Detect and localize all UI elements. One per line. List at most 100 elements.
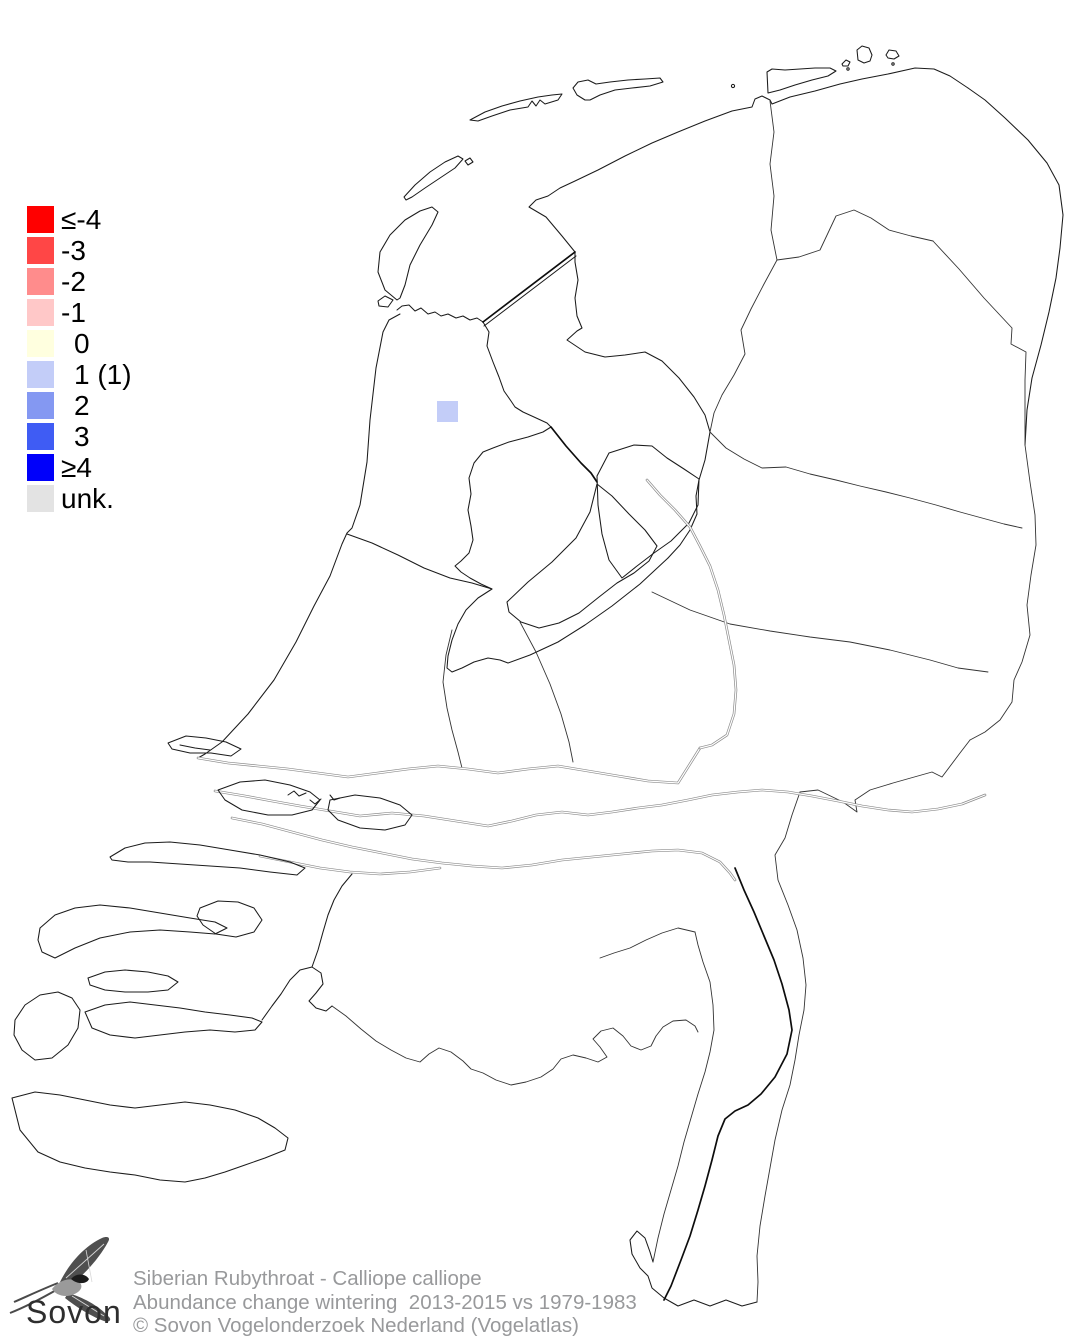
border-utrecht-west	[442, 629, 463, 769]
island-terschelling	[469, 93, 563, 122]
coast-brabant-west	[261, 966, 333, 1021]
zeeland-delta	[11, 735, 413, 1183]
island-schouwen-duiveland	[37, 904, 228, 959]
border-german-middle	[969, 444, 1037, 741]
border-drenthe-overijssel	[709, 431, 1023, 529]
border-friesland-groningen	[769, 100, 778, 261]
island-noord-beveland	[87, 969, 179, 993]
legend-swatch	[27, 454, 54, 481]
houtribdijk	[550, 426, 598, 483]
coast-kampen	[667, 431, 711, 559]
island-vlieland	[403, 155, 464, 201]
legend-swatch	[27, 423, 54, 450]
border-german-achterhoek	[799, 739, 971, 813]
island-texel	[377, 206, 439, 301]
island-engelsmanplaat	[730, 83, 736, 89]
legend-label: -3	[61, 235, 86, 266]
legend-item: -1	[27, 297, 132, 328]
province-borders	[331, 100, 1037, 1307]
noordoostpolder	[596, 444, 700, 579]
border-limburg-brabant	[599, 927, 696, 959]
border-friesland-drenthe	[709, 259, 778, 433]
legend-label: ≤-4	[61, 204, 102, 235]
border-groningen-drenthe	[776, 209, 934, 261]
legend-label: -2	[61, 266, 86, 297]
border-limburg-west	[652, 931, 715, 1263]
map-subtitle: Abundance change wintering 2013-2015 vs …	[133, 1290, 637, 1314]
coast-noord-holland-top	[396, 304, 484, 323]
legend-label: 0	[74, 328, 90, 359]
bird-wing-hairline-3	[85, 1249, 93, 1283]
border-overijssel-gelderland	[651, 591, 989, 673]
legend-swatch	[27, 485, 54, 512]
legend-label: -1	[61, 297, 86, 328]
afsluitdijk-inner	[483, 255, 577, 327]
coast-gooimeer	[446, 588, 509, 673]
legend-swatch	[27, 330, 54, 357]
europoort	[167, 735, 242, 757]
legend-swatch	[27, 206, 54, 233]
river-ijssel-outer	[645, 478, 738, 750]
coast-veluwemeer	[507, 557, 669, 664]
legend-item: ≤-4	[27, 204, 132, 235]
dikes	[482, 251, 598, 483]
afsluitdijk	[482, 251, 576, 323]
legend-item: -2	[27, 266, 132, 297]
river-lek-outer	[196, 746, 702, 785]
islet-dot-2	[891, 62, 895, 66]
legend-label: ≥4	[61, 452, 92, 483]
coast-groningen-east	[967, 87, 1064, 446]
river-maas-inner	[231, 817, 736, 881]
bird-body	[52, 1279, 82, 1297]
island-rottumeroog	[885, 49, 900, 60]
legend-swatch	[27, 237, 54, 264]
legend-swatch	[27, 392, 54, 419]
bird-wing-hairline-2	[71, 1295, 105, 1317]
legend-item: ≥4	[27, 452, 132, 483]
border-limburg-east	[756, 791, 807, 1303]
coast-ijsselmeer-west	[454, 321, 552, 590]
island-zuid-beveland	[84, 1001, 263, 1039]
border-drenthe-east	[932, 240, 1027, 446]
legend-label: 1 (1)	[74, 359, 132, 390]
island-hoeksche-waard	[327, 794, 413, 831]
copyright-line: © Sovon Vogelonderzoek Nederland (Vogela…	[133, 1314, 579, 1337]
legend-item: 0	[27, 328, 132, 359]
coast-friesland-north	[528, 67, 969, 253]
island-rottumerplaat	[856, 45, 873, 64]
europoort-channel	[179, 744, 211, 751]
coast-north-sea-west	[197, 313, 401, 759]
flevoland	[506, 444, 700, 629]
island-ameland	[572, 77, 664, 101]
river-waal-inner	[214, 789, 986, 827]
zeeuws-vlaanderen	[11, 1091, 289, 1183]
legend-label: 2	[74, 390, 90, 421]
river-maas-limburg	[663, 867, 793, 1301]
coast-brabant-northwest	[311, 873, 353, 968]
wadden-islands	[377, 45, 900, 308]
biesbosch-2	[309, 798, 322, 805]
biesbosch-3	[329, 794, 341, 801]
bird-lower-wing	[65, 1293, 111, 1322]
species-title: Siberian Rubythroat - Calliope calliope	[133, 1267, 482, 1290]
border-utrecht-east	[519, 621, 574, 763]
coast-friesland-south	[566, 251, 711, 433]
island-richel	[464, 157, 474, 166]
flevopolder	[506, 483, 658, 629]
legend-item: 2	[27, 390, 132, 421]
bird-wing-hairline-1	[65, 1243, 105, 1279]
island-voorne-putten	[217, 779, 321, 816]
biesbosch-1	[287, 790, 307, 797]
map-cells-layer	[437, 401, 458, 422]
border-limburg-bottom	[629, 1230, 758, 1307]
map-data-cell	[437, 401, 458, 422]
coast-ij-canal	[346, 533, 493, 590]
legend-item: -3	[27, 235, 132, 266]
map-caption: Siberian Rubythroat - Calliope calliope …	[133, 1267, 637, 1338]
island-goeree-overflakkee	[109, 841, 306, 876]
island-walcheren	[13, 991, 81, 1061]
island-tholen	[196, 900, 263, 938]
bird-head	[71, 1274, 89, 1284]
legend-swatch	[27, 299, 54, 326]
